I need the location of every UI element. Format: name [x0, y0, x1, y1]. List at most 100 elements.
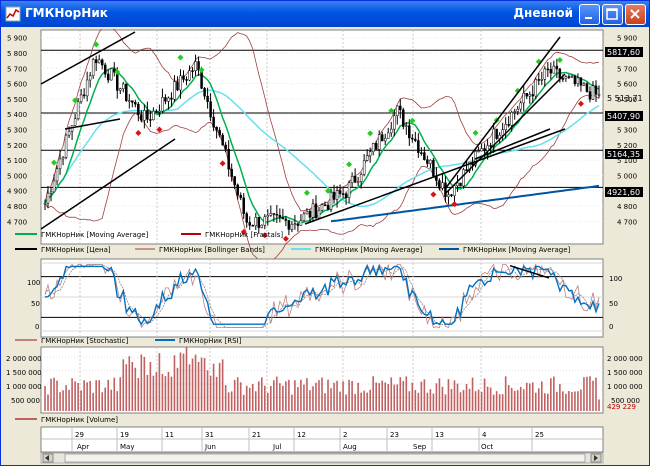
legend-item-price: ГМКНорНик [Цена]: [41, 246, 111, 254]
price-tick-label: 5 100: [617, 157, 637, 165]
vol-tick-right-1m: 1 000 000: [607, 383, 643, 391]
candle-body: [368, 151, 372, 157]
fractal-up: [303, 189, 310, 196]
fractal-up: [72, 97, 79, 104]
osc-tick-100: 100: [27, 279, 40, 287]
candle-body: [489, 145, 492, 147]
price-tag-4921: 4921,60: [605, 187, 643, 197]
candle-body: [91, 59, 95, 76]
legend-item-rsi: ГМКНорНик [RSI]: [179, 337, 242, 345]
candle-body: [173, 81, 176, 100]
candle-body: [85, 79, 89, 97]
candle-body: [423, 152, 426, 160]
price-tick-label: 5 900: [7, 35, 27, 43]
fractal-down: [240, 229, 247, 236]
legend-item-volume: ГМКНорНик [Volume]: [41, 416, 118, 424]
candle-body: [570, 75, 574, 78]
candle-body: [167, 97, 170, 102]
trend-line: [64, 118, 121, 130]
candle-body: [296, 223, 300, 226]
candle-body: [594, 85, 598, 95]
candle-body: [456, 182, 459, 187]
candle-body: [362, 160, 366, 175]
candle-body: [314, 203, 318, 219]
price-tag-text: 5817,60: [607, 48, 640, 57]
candle-body: [531, 94, 535, 97]
vol-tick-right-1-5m: 1 500 000: [607, 369, 643, 377]
time-axis-day: 12: [297, 431, 306, 439]
fractal-down: [219, 160, 226, 167]
oscillator-series: [44, 262, 600, 329]
candle-body: [390, 128, 393, 134]
candle-body: [155, 110, 158, 113]
price-tick-label: 5 200: [7, 142, 27, 150]
candle-body: [191, 70, 194, 72]
horizontal-scrollbar[interactable]: [40, 452, 604, 464]
maximize-button[interactable]: [602, 4, 623, 25]
time-axis-day: 21: [252, 431, 261, 439]
candle-body: [347, 182, 351, 198]
candle-body: [399, 105, 402, 111]
vol-tick-500k: 500 000: [11, 397, 40, 405]
candle-body: [552, 65, 556, 74]
price-tick-label: 4 700: [617, 218, 637, 226]
candle-body: [269, 213, 273, 216]
price-tick-label: 5 000: [7, 172, 27, 180]
chart-area[interactable]: 5 900 5 800 5 700 5 600 5 500 5 400 5 300 5 200…: [5, 29, 647, 464]
title-bar[interactable]: ГМКНорНик Дневной: [1, 1, 649, 27]
price-tick-label: 5 600: [617, 81, 637, 89]
candle-body: [588, 91, 592, 100]
candle-body: [293, 223, 297, 225]
price-tick-label: 5 300: [7, 127, 27, 135]
close-button[interactable]: [625, 4, 646, 25]
candle-body: [350, 176, 354, 184]
candle-body: [140, 114, 143, 121]
price-tick-label: 5 700: [617, 65, 637, 73]
oscillator-panel[interactable]: [40, 258, 604, 338]
price-tick-label: 5 100: [7, 157, 27, 165]
candle-body: [323, 204, 327, 206]
candle-body: [576, 77, 580, 85]
time-axis-day: 2: [343, 431, 347, 439]
candle-body: [516, 108, 519, 112]
minimize-icon: [585, 17, 592, 19]
price-tag-5817: 5817,60: [605, 47, 643, 57]
price-tag-5164: 5164,35: [605, 149, 643, 159]
candle-body: [218, 130, 221, 136]
vol-tick-right-500k: 500 000: [611, 397, 640, 405]
candle-body: [408, 125, 411, 139]
candle-body: [245, 213, 248, 223]
trend-line: [444, 36, 561, 190]
price-tick-label: 5 700: [7, 65, 27, 73]
candle-body: [432, 159, 435, 177]
minimize-button[interactable]: [579, 4, 600, 25]
candle-body: [209, 101, 212, 118]
candle-body: [383, 138, 387, 142]
legend-item-fractals: ГМКНорНик [Fractals]: [205, 231, 283, 239]
candle-body: [528, 94, 531, 97]
candle-body: [540, 79, 544, 81]
scroll-thumb[interactable]: [64, 453, 586, 463]
fractal-down: [135, 129, 142, 136]
price-tag-text: 4921,60: [607, 188, 640, 197]
candle-body: [242, 197, 245, 214]
price-tick-label: 4 800: [617, 203, 637, 211]
close-icon: [630, 9, 640, 19]
fractal-up: [514, 87, 521, 94]
candle-body: [453, 185, 456, 197]
candle-body: [564, 76, 568, 79]
candle-body: [311, 203, 315, 218]
candle-body: [543, 68, 547, 80]
candle-body: [549, 69, 553, 74]
candle-body: [125, 83, 128, 101]
moving-average-green: [44, 67, 600, 224]
vol-tick-2m: 2 000 000: [6, 355, 42, 363]
candle-body: [459, 182, 462, 187]
candle-body: [365, 155, 369, 161]
fractal-up: [367, 130, 374, 137]
candle-body: [179, 75, 182, 91]
period-label: Дневной: [513, 6, 573, 20]
candle-body: [143, 110, 146, 121]
rsi-line: [44, 264, 600, 326]
